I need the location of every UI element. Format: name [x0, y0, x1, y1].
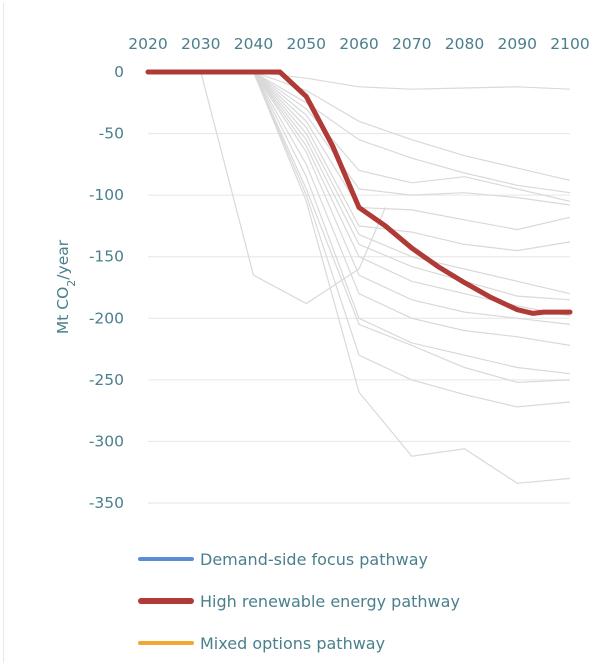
x-tick-label: 2070	[392, 35, 431, 53]
y-tick-label: -200	[89, 309, 124, 327]
background-pathway-line	[252, 71, 571, 325]
background-pathway-line	[253, 71, 571, 295]
background-pathway-line	[253, 71, 571, 317]
legend-item-demand-side[interactable]: Demand-side focus pathway	[138, 538, 460, 580]
highlighted-pathway	[145, 69, 573, 316]
y-tick-label: -50	[99, 125, 124, 143]
background-pathway-line	[253, 71, 571, 194]
background-pathway-line	[253, 71, 571, 90]
x-tick-label: 2090	[498, 35, 537, 53]
background-pathways	[200, 71, 571, 484]
y-axis-label: Mt CO2/year	[54, 239, 78, 334]
background-pathway-line	[253, 71, 571, 252]
x-tick-label: 2020	[128, 35, 167, 53]
background-pathway-line	[253, 71, 571, 202]
y-axis-ticks: 0 -50 -100 -150 -200 -250 -300 -350	[89, 63, 124, 512]
x-tick-label: 2050	[287, 35, 326, 53]
background-pathway-line	[252, 71, 571, 484]
y-tick-label: -150	[89, 248, 124, 266]
background-pathway-line	[253, 71, 571, 231]
y-tick-label: -350	[89, 494, 124, 512]
chart-frame	[3, 3, 593, 663]
y-axis-label-suffix: /year	[54, 239, 72, 279]
background-pathway-line	[252, 71, 571, 375]
background-pathway-line	[252, 71, 571, 346]
legend-swatch-high-renewable	[138, 598, 194, 604]
x-tick-label: 2040	[234, 35, 273, 53]
x-tick-label: 2030	[181, 35, 220, 53]
y-axis-label-prefix: Mt CO	[54, 287, 72, 334]
y-axis-label-subscript: 2	[65, 280, 78, 287]
legend-swatch-mixed-options	[138, 641, 194, 645]
x-tick-label: 2100	[550, 35, 589, 53]
x-tick-label: 2080	[445, 35, 484, 53]
legend-item-high-renewable[interactable]: High renewable energy pathway	[138, 580, 460, 622]
legend-label-high-renewable: High renewable energy pathway	[200, 591, 460, 611]
x-tick-label: 2060	[339, 35, 378, 53]
legend-swatch-demand-side	[138, 557, 194, 561]
legend-label-demand-side: Demand-side focus pathway	[200, 549, 429, 569]
y-tick-label: 0	[114, 63, 124, 81]
gridlines	[148, 133, 570, 504]
high-renewable-pathway-line	[145, 69, 573, 316]
y-tick-label: -250	[89, 371, 124, 389]
legend: Demand-side focus pathway High renewable…	[138, 538, 460, 664]
background-pathway-line	[252, 71, 571, 383]
background-pathway-line	[253, 71, 571, 181]
legend-label-mixed-options: Mixed options pathway	[200, 633, 386, 653]
background-pathway-line	[253, 71, 571, 206]
y-tick-label: -100	[89, 186, 124, 204]
background-pathway-line	[253, 71, 571, 301]
y-tick-label: -300	[89, 432, 124, 450]
x-axis-ticks: 2020 2030 2040 2050 2060 2070 2080 2090 2100	[128, 35, 589, 53]
legend-item-mixed-options[interactable]: Mixed options pathway	[138, 622, 460, 664]
background-pathway-line	[252, 71, 571, 408]
